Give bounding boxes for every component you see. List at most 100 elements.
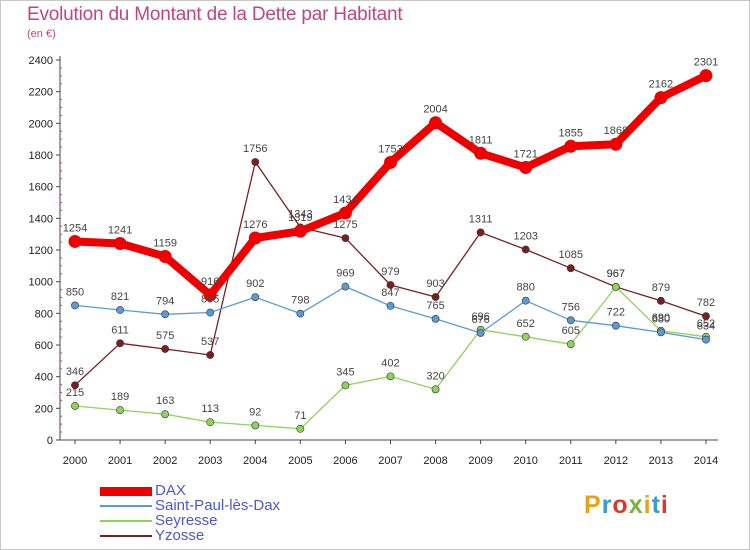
data-label-seyresse: 967: [607, 268, 625, 280]
data-point-saint-paul-l-s-dax: [71, 301, 79, 310]
data-label-seyresse: 113: [201, 403, 219, 415]
x-tick-label: 2005: [288, 455, 312, 467]
y-tick-label: 1800: [29, 150, 53, 162]
data-label-yzosse: 979: [381, 266, 399, 278]
data-point-saint-paul-l-s-dax: [566, 316, 575, 325]
proxiti-logo: Proxiti: [584, 491, 669, 520]
data-label-dax: 1721: [513, 149, 537, 161]
data-label-saint-paul-l-s-dax: 722: [607, 307, 625, 319]
data-label-dax: 916: [201, 276, 219, 288]
data-label-seyresse: 652: [517, 318, 535, 330]
data-label-saint-paul-l-s-dax: 676: [471, 314, 489, 326]
data-point-yzosse: [71, 381, 79, 390]
data-point-seyresse: [566, 340, 575, 349]
data-labels: 346 611 575 537 1756 1343 1275 979 903 1311 1203 10…: [63, 57, 718, 422]
y-tick-label: 1000: [29, 277, 53, 289]
y-tick-label: 2200: [29, 87, 53, 99]
data-point-saint-paul-l-s-dax: [296, 309, 305, 318]
data-label-dax: 1159: [153, 237, 177, 249]
x-tick-label: 2003: [198, 455, 222, 467]
data-point-seyresse: [251, 421, 260, 430]
legend-label: Yzosse: [155, 527, 205, 544]
data-point-saint-paul-l-s-dax: [611, 321, 620, 330]
y-tick-label: 400: [35, 372, 53, 384]
x-tick-label: 2002: [153, 455, 177, 467]
data-label-seyresse: 345: [336, 366, 354, 378]
x-tick-label: 2008: [423, 455, 447, 467]
data-label-saint-paul-l-s-dax: 969: [336, 268, 354, 280]
legend-label: Saint-Paul-lès-Dax: [155, 497, 281, 514]
data-point-saint-paul-l-s-dax: [431, 314, 440, 323]
data-label-saint-paul-l-s-dax: 765: [426, 300, 444, 312]
data-point-seyresse: [431, 385, 440, 394]
logo-letter: i: [660, 491, 669, 519]
data-point-dax: [564, 139, 578, 153]
data-point-dax: [248, 231, 262, 245]
data-point-saint-paul-l-s-dax: [386, 301, 395, 310]
data-point-yzosse: [476, 228, 485, 237]
data-label-yzosse: 611: [111, 324, 129, 336]
x-tick-label: 2009: [468, 455, 492, 467]
chart-subtitle: (en €): [27, 28, 56, 40]
data-label-seyresse: 320: [426, 370, 444, 382]
series-line-dax: [71, 71, 710, 299]
data-point-dax: [474, 146, 488, 160]
y-tick-label: 800: [35, 308, 53, 320]
data-point-seyresse: [386, 372, 395, 381]
data-point-dax: [654, 91, 668, 105]
data-label-saint-paul-l-s-dax: 821: [111, 291, 129, 303]
data-point-dax: [203, 288, 217, 302]
y-tick-label: 1600: [29, 182, 53, 194]
data-label-saint-paul-l-s-dax: 805: [201, 294, 219, 306]
data-label-saint-paul-l-s-dax: 798: [291, 295, 309, 307]
data-label-dax: 1241: [108, 225, 132, 237]
x-tick-label: 2013: [649, 455, 673, 467]
data-point-saint-paul-l-s-dax: [702, 335, 710, 344]
data-label-saint-paul-l-s-dax: 880: [517, 282, 535, 294]
data-label-dax: 1254: [63, 222, 87, 234]
data-label-yzosse: 1756: [243, 143, 267, 155]
legend-label: DAX: [155, 482, 186, 499]
data-label-yzosse: 575: [156, 330, 174, 342]
y-tick-label: 600: [35, 340, 53, 352]
data-label-saint-paul-l-s-dax: 634: [697, 321, 715, 333]
data-label-dax: 1855: [559, 127, 583, 139]
data-label-yzosse: 346: [66, 366, 84, 378]
data-label-seyresse: 71: [294, 410, 306, 422]
data-label-dax: 2301: [694, 57, 718, 69]
logo-letter: r: [601, 491, 613, 519]
data-label-saint-paul-l-s-dax: 850: [66, 286, 84, 298]
legend-swatch: [100, 535, 152, 537]
logo-letter: o: [612, 491, 629, 519]
data-label-seyresse: 163: [156, 395, 174, 407]
x-tick-label: 2012: [604, 455, 628, 467]
data-label-saint-paul-l-s-dax: 756: [562, 301, 580, 313]
legend-swatch: [100, 505, 152, 507]
y-tick-label: 2400: [29, 55, 53, 67]
data-point-dax: [158, 249, 172, 263]
data-label-seyresse: 652: [697, 318, 715, 330]
y-tick-label: 2000: [29, 118, 53, 130]
data-point-dax: [293, 224, 307, 238]
data-point-saint-paul-l-s-dax: [657, 328, 665, 337]
data-point-seyresse: [71, 402, 79, 410]
data-label-yzosse: 903: [426, 278, 444, 290]
data-point-dax: [699, 69, 713, 83]
series-layer: [68, 69, 713, 433]
data-point-yzosse: [116, 339, 124, 348]
logo-letter: x: [628, 491, 644, 519]
data-label-saint-paul-l-s-dax: 847: [381, 287, 399, 299]
y-tick-label: 200: [35, 403, 53, 415]
data-point-saint-paul-l-s-dax: [161, 310, 170, 319]
data-point-dax: [383, 155, 397, 169]
data-label-saint-paul-l-s-dax: 902: [246, 278, 264, 290]
data-point-seyresse: [116, 406, 124, 414]
data-point-seyresse: [521, 332, 530, 341]
line-chart: 0 200 400 600 800 1000 1200 1400 1600 1800 2000 220…: [29, 55, 719, 467]
logo-letter: i: [643, 491, 652, 519]
data-point-dax: [68, 234, 82, 248]
data-point-yzosse: [657, 296, 665, 305]
logo-letter: P: [584, 491, 602, 519]
data-label-yzosse: 1085: [559, 249, 583, 261]
